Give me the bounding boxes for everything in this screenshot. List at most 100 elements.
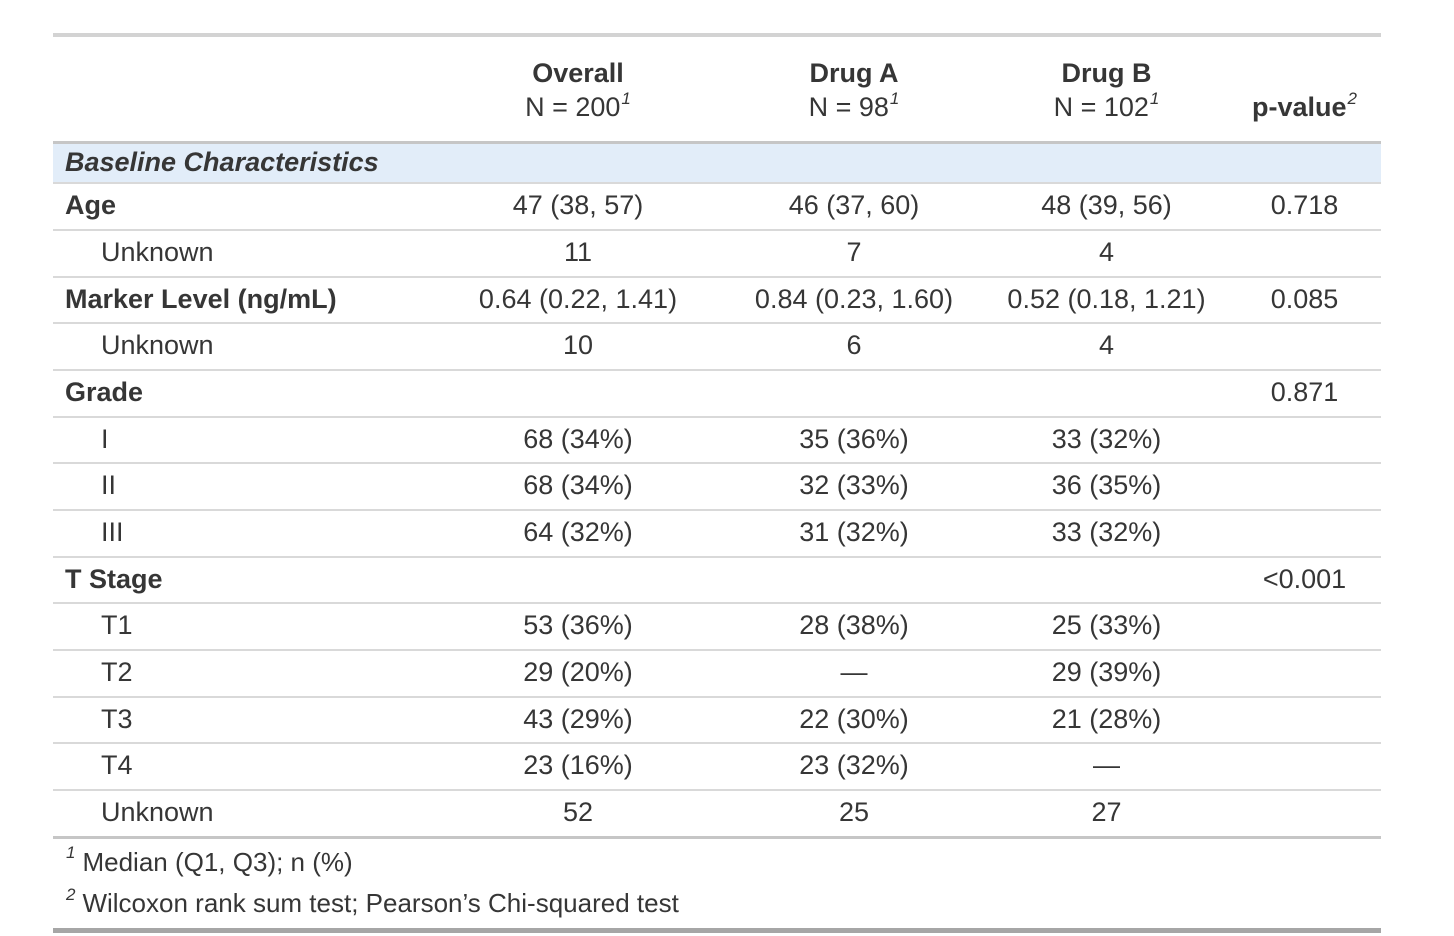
table-row-t4: T4 23 (16%) 23 (32%) — — [53, 743, 1381, 792]
column-title-overall: Overall — [532, 58, 624, 88]
cell-p-value — [1228, 743, 1381, 792]
cell-overall: 52 — [562, 797, 594, 828]
row-label: Unknown — [53, 323, 433, 371]
column-n-text: N = 98 — [808, 91, 889, 122]
header-row: Overall N = 2001 Drug A N = 981 Drug B N… — [53, 33, 1381, 144]
cell-drug-b — [985, 369, 1228, 418]
cell-drug-a: 6 — [723, 323, 985, 371]
cell-drug-a: 22 (30%) — [723, 696, 985, 745]
baseline-characteristics-table: Overall N = 2001 Drug A N = 981 Drug B N… — [53, 33, 1381, 933]
cell-overall: 64 (32%) — [433, 510, 723, 558]
footnote-1: 1 Median (Q1, Q3); n (%) — [53, 835, 1381, 884]
table-row-t3: T3 43 (29%) 22 (30%) 21 (28%) — [53, 696, 1381, 745]
table-row-grade-2: II 68 (34%) 32 (33%) 36 (35%) — [53, 463, 1381, 511]
cell-overall: 43 (29%) — [433, 696, 723, 745]
cell-drug-a — [723, 369, 985, 418]
row-label: III — [53, 510, 433, 558]
cell-p-value — [1228, 323, 1381, 371]
table-body: Baseline Characteristics Age 47 (38, 57)… — [53, 142, 1381, 837]
footnote-row-1: 1 Median (Q1, Q3); n (%) — [53, 835, 1381, 884]
cell-overall: 10 — [433, 323, 723, 371]
cell-drug-a: 0.84 (0.23, 1.60) — [723, 276, 985, 325]
cell-drug-a: 25 — [838, 797, 870, 828]
table-footnotes: 1 Median (Q1, Q3); n (%) 2 Wilcoxon rank s… — [53, 835, 1381, 933]
row-label: Grade — [53, 369, 433, 418]
table-row-t-stage-unknown: Unknown 52 25 27 — [53, 790, 1381, 837]
column-header-drug-a: Drug A N = 981 — [723, 33, 985, 144]
cell-overall: 29 (20%) — [433, 650, 723, 698]
cell-drug-a: 32 (33%) — [723, 463, 985, 511]
cell-drug-b: 29 (39%) — [985, 650, 1228, 698]
cell-p-value: 0.871 — [1228, 369, 1381, 418]
cell-drug-b: 0.52 (0.18, 1.21) — [985, 276, 1228, 325]
cell-p-value: 0.718 — [1228, 183, 1381, 231]
row-label: Unknown — [53, 229, 433, 278]
column-header-drug-b: Drug B N = 1021 — [985, 33, 1228, 144]
cell-drug-b — [985, 556, 1228, 605]
table-row-t1: T1 53 (36%) 28 (38%) 25 (33%) — [53, 603, 1381, 652]
row-label: II — [53, 463, 433, 511]
cell-overall: 68 (34%) — [433, 416, 723, 465]
cell-drug-b: 27 — [1091, 797, 1122, 828]
row-label: T2 — [53, 650, 433, 698]
footnote-2: 2 Wilcoxon rank sum test; Pearson’s Chi-s… — [53, 883, 1381, 933]
table-row-grade: Grade 0.871 — [53, 369, 1381, 418]
cell-drug-b: 36 (35%) — [985, 463, 1228, 511]
cell-overall: 23 (16%) — [433, 743, 723, 792]
footnote-row-2: 2 Wilcoxon rank sum test; Pearson’s Chi-s… — [53, 883, 1381, 933]
cell-drug-b: — — [985, 743, 1228, 792]
column-n-text: N = 200 — [525, 91, 621, 122]
column-n-drug-a: N = 981 — [731, 88, 977, 125]
footnote-2-text: Wilcoxon rank sum test; Pearson’s Chi-sq… — [82, 888, 679, 919]
column-n-overall: N = 2001 — [441, 90, 715, 125]
cell-overall: 0.64 (0.22, 1.41) — [433, 276, 723, 325]
cell-p-value — [1228, 229, 1381, 278]
stub-header-cell — [53, 33, 433, 144]
cell-p-value — [1228, 510, 1381, 558]
table-row-grade-3: III 64 (32%) 31 (32%) 33 (32%) — [53, 510, 1381, 558]
column-n-text: N = 102 — [1053, 91, 1149, 122]
cell-drug-a: 46 (37, 60) — [723, 183, 985, 231]
cell-overall: 11 — [433, 229, 723, 278]
row-label: Unknown — [101, 797, 214, 828]
column-n-drug-b: N = 1021 — [993, 90, 1220, 125]
footnote-mark-2: 2 — [66, 884, 76, 904]
cell-drug-a: 31 (32%) — [723, 510, 985, 558]
table-header: Overall N = 2001 Drug A N = 981 Drug B N… — [53, 33, 1381, 144]
footnote-mark-1: 1 — [889, 88, 900, 108]
cell-drug-b: 33 (32%) — [985, 510, 1228, 558]
table-row-marker-level: Marker Level (ng/mL) 0.64 (0.22, 1.41) 0… — [53, 276, 1381, 325]
cell-overall: 68 (34%) — [433, 463, 723, 511]
cell-drug-b: 48 (39, 56) — [985, 183, 1228, 231]
table-row-t2: T2 29 (20%) — 29 (39%) — [53, 650, 1381, 698]
cell-p-value — [1228, 416, 1381, 465]
group-header-label: Baseline Characteristics — [53, 142, 1381, 185]
row-label: Marker Level (ng/mL) — [53, 276, 433, 325]
column-title-drug-a: Drug A — [809, 58, 899, 88]
summary-table-container: Overall N = 2001 Drug A N = 981 Drug B N… — [53, 33, 1381, 933]
row-label: Age — [53, 183, 433, 231]
cell-drug-b: 4 — [985, 323, 1228, 371]
table-row-t-stage: T Stage <0.001 — [53, 556, 1381, 605]
cell-drug-a — [723, 556, 985, 605]
cell-drug-b: 25 (33%) — [985, 603, 1228, 652]
column-header-p-value: p-value2 — [1228, 33, 1381, 144]
group-header-row: Baseline Characteristics — [53, 142, 1381, 185]
table-row-grade-1: I 68 (34%) 35 (36%) 33 (32%) — [53, 416, 1381, 465]
table-row-age: Age 47 (38, 57) 46 (37, 60) 48 (39, 56) … — [53, 183, 1381, 231]
cell-p-value: 0.085 — [1228, 276, 1381, 325]
row-label: T3 — [53, 696, 433, 745]
cell-drug-a: 23 (32%) — [723, 743, 985, 792]
cell-drug-a: 28 (38%) — [723, 603, 985, 652]
row-label: T1 — [53, 603, 433, 652]
column-header-overall: Overall N = 2001 — [433, 33, 723, 144]
cell-drug-a: — — [723, 650, 985, 698]
footnote-1-text: Median (Q1, Q3); n (%) — [82, 846, 353, 877]
footnote-mark-1: 1 — [66, 843, 76, 863]
column-title-drug-b: Drug B — [1061, 58, 1152, 88]
cell-drug-b: 4 — [985, 229, 1228, 278]
cell-overall: 47 (38, 57) — [433, 183, 723, 231]
cell-p-value — [1228, 696, 1381, 745]
cell-overall: 53 (36%) — [433, 603, 723, 652]
cell-drug-a: 7 — [723, 229, 985, 278]
